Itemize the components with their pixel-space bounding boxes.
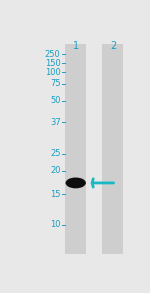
Text: 50: 50 <box>50 96 61 105</box>
FancyBboxPatch shape <box>102 44 123 254</box>
Text: 75: 75 <box>50 79 61 88</box>
FancyBboxPatch shape <box>65 44 86 254</box>
Text: 20: 20 <box>50 166 61 175</box>
Text: 15: 15 <box>50 190 61 199</box>
Ellipse shape <box>66 178 86 188</box>
Text: 250: 250 <box>45 50 61 59</box>
Text: 100: 100 <box>45 68 61 77</box>
Text: 37: 37 <box>50 117 61 127</box>
Text: 1: 1 <box>73 41 79 51</box>
Text: 25: 25 <box>50 149 61 158</box>
Text: 2: 2 <box>110 41 116 51</box>
Text: 10: 10 <box>50 220 61 229</box>
Text: 150: 150 <box>45 59 61 68</box>
